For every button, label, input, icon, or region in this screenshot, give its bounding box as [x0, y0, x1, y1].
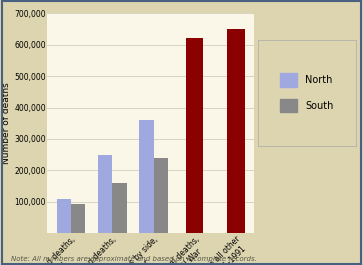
Bar [57, 199, 71, 233]
Y-axis label: Number of deaths: Number of deaths [3, 82, 11, 164]
Bar [154, 158, 168, 233]
Legend: North, South: North, South [276, 69, 338, 116]
Bar [112, 183, 127, 233]
Text: Note: All numbers are approximate and based on incomplete records.: Note: All numbers are approximate and ba… [11, 256, 257, 262]
Bar [98, 155, 112, 233]
Bar [227, 29, 245, 233]
Bar [186, 38, 203, 233]
Bar [71, 204, 85, 233]
Bar [139, 120, 154, 233]
